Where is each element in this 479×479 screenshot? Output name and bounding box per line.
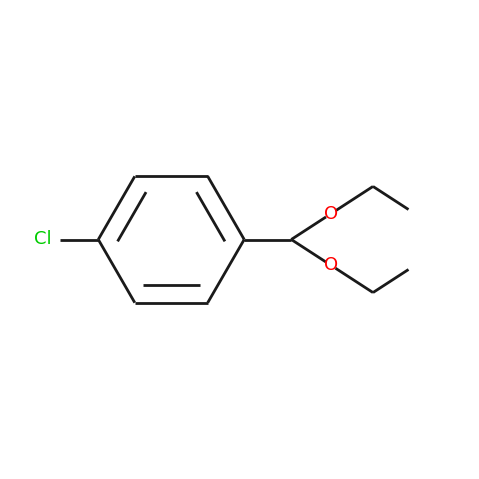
Text: O: O	[324, 256, 338, 274]
Text: O: O	[324, 205, 338, 223]
Text: Cl: Cl	[34, 230, 51, 249]
